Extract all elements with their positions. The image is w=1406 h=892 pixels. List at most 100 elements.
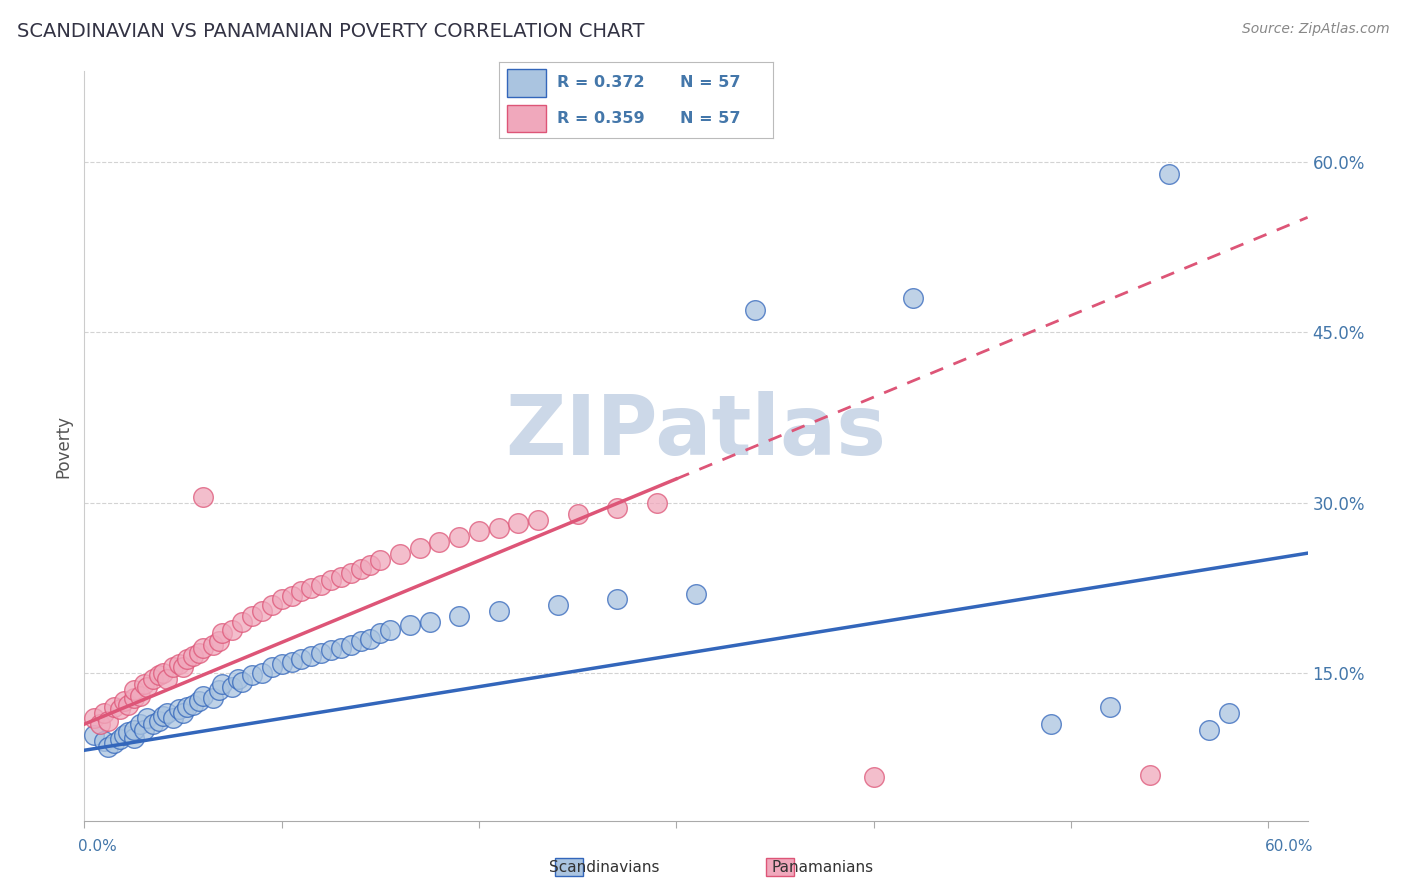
Point [368, 626, 391, 640]
Point [167, 657, 190, 671]
Text: N = 57: N = 57 [681, 76, 741, 90]
Point [172, 706, 194, 720]
Text: R = 0.372: R = 0.372 [557, 76, 644, 90]
Point [329, 641, 352, 656]
Point [122, 683, 145, 698]
Point [280, 589, 302, 603]
Point [103, 700, 125, 714]
Point [97, 739, 120, 754]
Point [449, 609, 471, 624]
Point [399, 618, 422, 632]
Point [380, 623, 402, 637]
Point [221, 623, 243, 637]
Point [240, 609, 263, 624]
Point [488, 604, 510, 618]
Text: 60.0%: 60.0% [1265, 839, 1313, 855]
Point [901, 292, 924, 306]
Point [349, 634, 371, 648]
Text: Source: ZipAtlas.com: Source: ZipAtlas.com [1241, 22, 1389, 37]
Point [112, 694, 135, 708]
Point [152, 666, 174, 681]
Point [250, 604, 273, 618]
Point [240, 668, 263, 682]
Point [862, 771, 884, 785]
Point [299, 581, 322, 595]
Point [488, 521, 510, 535]
Text: ZIPatlas: ZIPatlas [506, 391, 886, 472]
Point [329, 569, 352, 583]
Point [211, 677, 233, 691]
Point [93, 734, 115, 748]
Point [290, 652, 312, 666]
Point [270, 657, 292, 671]
Point [339, 566, 361, 581]
Point [1159, 167, 1181, 181]
Point [176, 652, 198, 666]
Point [128, 689, 150, 703]
Point [1139, 768, 1161, 782]
Point [136, 711, 159, 725]
Point [162, 660, 184, 674]
Point [83, 729, 105, 743]
FancyBboxPatch shape [508, 105, 546, 132]
Point [429, 535, 451, 549]
Point [567, 507, 589, 521]
Point [221, 680, 243, 694]
Point [359, 558, 381, 573]
Point [142, 672, 165, 686]
Point [359, 632, 381, 646]
Point [162, 711, 184, 725]
Point [122, 691, 145, 706]
Point [83, 711, 105, 725]
Point [148, 668, 170, 682]
Point [299, 648, 322, 663]
Point [309, 577, 332, 591]
Point [645, 496, 668, 510]
Point [1198, 723, 1220, 737]
Text: Scandinavians: Scandinavians [550, 860, 659, 874]
Point [108, 702, 131, 716]
Point [468, 524, 491, 538]
Point [211, 626, 233, 640]
Point [181, 698, 204, 712]
Point [685, 586, 707, 600]
Point [226, 672, 249, 686]
Point [108, 731, 131, 746]
Point [231, 615, 253, 629]
Point [187, 646, 209, 660]
Point [449, 530, 471, 544]
Point [128, 717, 150, 731]
Point [290, 584, 312, 599]
Point [93, 706, 115, 720]
Point [250, 666, 273, 681]
Point [1218, 706, 1240, 720]
Point [606, 592, 628, 607]
Point [744, 302, 766, 317]
Point [207, 634, 229, 648]
Point [527, 513, 550, 527]
Point [280, 655, 302, 669]
Point [97, 714, 120, 728]
Point [148, 714, 170, 728]
Point [191, 689, 214, 703]
Point [176, 700, 198, 714]
FancyBboxPatch shape [508, 70, 546, 96]
Point [349, 561, 371, 575]
Point [142, 717, 165, 731]
Point [112, 729, 135, 743]
Point [1040, 717, 1063, 731]
Point [122, 723, 145, 737]
Point [187, 694, 209, 708]
Text: N = 57: N = 57 [681, 111, 741, 126]
Point [132, 723, 155, 737]
Point [309, 646, 332, 660]
Point [122, 731, 145, 745]
Point [167, 702, 190, 716]
Point [156, 706, 179, 720]
Y-axis label: Poverty: Poverty [55, 415, 73, 477]
Point [156, 672, 179, 686]
Point [117, 725, 139, 739]
Point [231, 675, 253, 690]
Point [201, 691, 224, 706]
Point [260, 660, 283, 674]
